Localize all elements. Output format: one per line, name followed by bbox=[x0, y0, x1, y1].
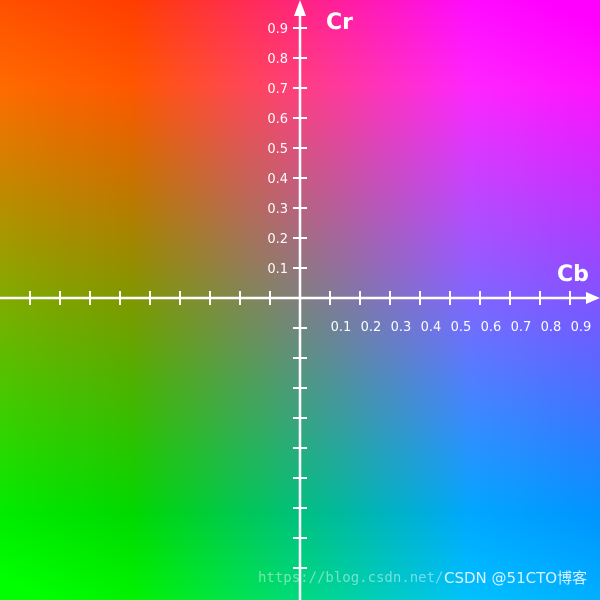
y-tick-label: 0.8 bbox=[267, 52, 288, 67]
x-tick-label: 0.8 bbox=[541, 320, 562, 335]
y-tick-label: 0.1 bbox=[267, 262, 288, 277]
x-tick-label: 0.7 bbox=[511, 320, 532, 335]
y-tick-label: 0.7 bbox=[267, 82, 288, 97]
y-tick-label: 0.2 bbox=[267, 232, 288, 247]
x-axis-ticks bbox=[29, 291, 571, 305]
x-tick-label: 0.3 bbox=[391, 320, 412, 335]
x-tick-label: 0.4 bbox=[421, 320, 442, 335]
x-tick-label: 0.5 bbox=[451, 320, 472, 335]
watermark-credit: CSDN @51CTO博客 bbox=[444, 569, 588, 587]
y-axis-title: Cr bbox=[326, 10, 353, 35]
x-tick-label: 0.2 bbox=[361, 320, 382, 335]
y-tick-label: 0.6 bbox=[267, 112, 288, 127]
y-axis-ticks bbox=[293, 27, 307, 569]
x-axis-tick-labels: 0.1 0.2 0.3 0.4 0.5 0.6 0.7 0.8 0.9 bbox=[331, 320, 592, 335]
x-tick-label: 0.6 bbox=[481, 320, 502, 335]
y-tick-label: 0.9 bbox=[267, 22, 288, 37]
y-tick-label: 0.4 bbox=[267, 172, 288, 187]
x-axis-arrow bbox=[586, 292, 600, 304]
x-tick-label: 0.1 bbox=[331, 320, 352, 335]
y-tick-label: 0.3 bbox=[267, 202, 288, 217]
x-axis-title: Cb bbox=[557, 262, 589, 287]
x-tick-label: 0.9 bbox=[571, 320, 592, 335]
y-axis-tick-labels: 0.1 0.2 0.3 0.4 0.5 0.6 0.7 0.8 0.9 bbox=[267, 22, 288, 277]
watermark-url: https://blog.csdn.net/ bbox=[258, 570, 444, 586]
y-axis-arrow bbox=[294, 0, 306, 16]
y-tick-label: 0.5 bbox=[267, 142, 288, 157]
